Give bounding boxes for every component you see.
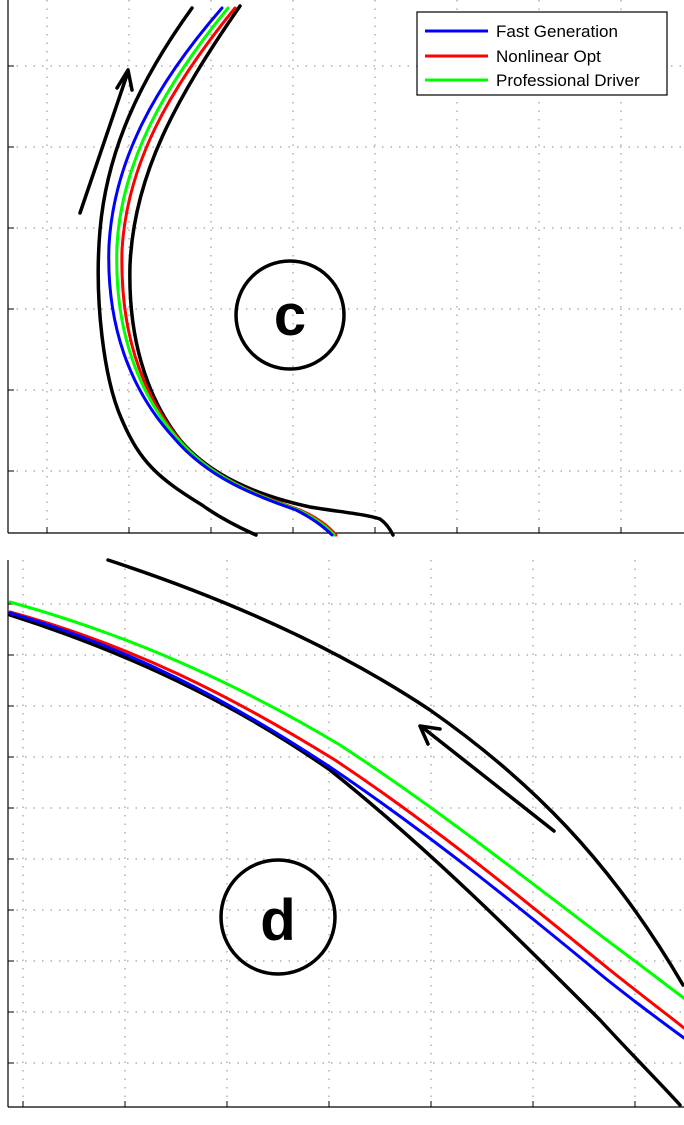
legend: Fast Generation Nonlinear Opt Profession… xyxy=(416,11,668,96)
panel-d-axes xyxy=(7,560,684,1108)
panel-c-axes xyxy=(7,0,684,534)
panel-d: d xyxy=(7,558,684,1108)
track-outer-boundary xyxy=(106,558,684,987)
panel-label-c-text: c xyxy=(274,283,306,348)
panel-label-c: c xyxy=(234,259,346,371)
trajectory-professional-driver xyxy=(8,600,684,1000)
panel-label-d-text: d xyxy=(260,888,295,953)
panel-c: c Fast Generation Nonlinear Opt Professi… xyxy=(7,0,684,537)
trajectory-fast-generation xyxy=(8,611,684,1040)
direction-arrow-d xyxy=(418,724,556,833)
legend-label-nonlinear-opt: Nonlinear Opt xyxy=(496,47,601,66)
panel-label-d: d xyxy=(219,858,337,976)
trajectory-nonlinear-opt xyxy=(8,610,684,1030)
trajectory-nonlinear-opt xyxy=(120,6,338,537)
panel-d-grid xyxy=(8,560,684,1107)
trajectory-professional-driver xyxy=(115,6,336,537)
legend-label-professional-driver: Professional Driver xyxy=(496,71,640,90)
trajectory-fast-generation xyxy=(107,6,334,537)
direction-arrow-c xyxy=(78,68,134,215)
track-inner-boundary xyxy=(8,613,682,1107)
track-outer-boundary xyxy=(96,6,258,537)
legend-label-fast-generation: Fast Generation xyxy=(496,22,618,41)
